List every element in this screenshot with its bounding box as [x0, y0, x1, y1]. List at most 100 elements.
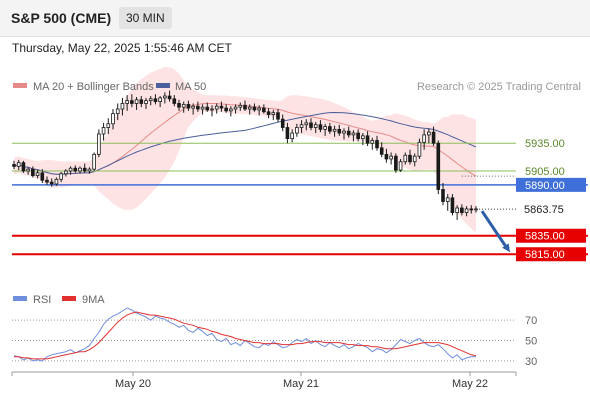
candle-body	[196, 105, 200, 110]
level-label-2: 5890.00	[525, 180, 565, 192]
candle-body	[450, 197, 455, 214]
candle-body	[186, 103, 191, 109]
candle-body	[417, 141, 422, 157]
candle	[219, 101, 224, 112]
candle	[328, 122, 332, 134]
candle	[229, 106, 233, 117]
candle-body	[304, 122, 309, 126]
candle-body	[153, 98, 158, 103]
candle-body	[92, 153, 96, 170]
ma50-line	[13, 111, 477, 175]
candle	[252, 103, 257, 112]
candle	[68, 166, 73, 175]
candle-body	[469, 208, 474, 211]
chart-header: S&P 500 (CME) 30 MIN	[0, 0, 590, 37]
candle-body	[398, 161, 403, 171]
candle	[181, 101, 186, 113]
candle-body	[97, 133, 101, 155]
candle	[82, 163, 87, 173]
candle-body	[120, 103, 125, 110]
candle	[450, 194, 455, 216]
candle-body	[130, 100, 134, 104]
candle	[403, 152, 408, 165]
candle	[460, 204, 464, 216]
candle-body	[68, 167, 73, 172]
rsi-tick-label: 50	[525, 336, 537, 348]
candle-body	[233, 106, 238, 110]
rsi-line	[13, 307, 476, 362]
candle-body	[337, 128, 342, 134]
candle	[365, 131, 370, 147]
candle-body	[26, 168, 30, 172]
candle	[276, 109, 280, 122]
candle-body	[247, 106, 252, 110]
candle	[35, 170, 40, 179]
candle	[262, 104, 266, 114]
candle	[412, 153, 417, 167]
candle	[191, 103, 195, 115]
candle-body	[73, 167, 78, 172]
candle	[97, 129, 101, 158]
candle	[436, 140, 441, 195]
candle-body	[31, 168, 35, 177]
rsi-ma-legend-swatch	[62, 296, 76, 301]
candle-body	[342, 130, 346, 134]
candle-body	[21, 162, 26, 172]
bollinger-band	[14, 67, 476, 233]
candle	[92, 152, 96, 171]
candle-body	[257, 107, 261, 111]
candle-body	[163, 95, 167, 99]
level-tag-2	[516, 177, 586, 192]
candle	[177, 99, 181, 111]
candle-body	[229, 108, 233, 112]
candle-body	[106, 123, 111, 128]
candle	[464, 206, 469, 217]
candle	[139, 96, 144, 108]
candle	[370, 137, 375, 150]
candle-body	[111, 113, 115, 125]
candle	[45, 176, 49, 185]
candle-body	[78, 167, 82, 172]
candle	[224, 104, 228, 113]
candle	[299, 120, 304, 134]
candle	[153, 94, 158, 105]
candle	[309, 118, 313, 131]
candle	[144, 97, 148, 110]
candle	[379, 142, 384, 158]
candle-body	[243, 104, 247, 110]
candle	[469, 205, 474, 214]
last-price-label: 5863.75	[524, 204, 564, 216]
projection-arrow-head	[502, 243, 510, 253]
candle	[78, 166, 82, 174]
candle	[408, 149, 412, 165]
candle	[120, 97, 125, 116]
level-label-0: 5935.00	[525, 138, 565, 150]
candle	[356, 129, 360, 142]
x-tick-label: May 21	[283, 378, 319, 390]
candle	[332, 125, 337, 137]
candle	[87, 167, 92, 174]
candle	[346, 126, 351, 138]
ma50-legend-swatch	[156, 83, 170, 88]
candle	[31, 166, 35, 178]
ma20-legend-label: MA 20 + Bollinger Bands	[33, 81, 154, 93]
candle-body	[144, 100, 148, 104]
candle	[318, 120, 323, 133]
rsi-plot: 70 50 30 May 20 May 21 May 22	[11, 307, 537, 390]
candle	[474, 206, 478, 213]
candle-body	[276, 112, 280, 120]
candle	[210, 105, 214, 117]
candle-body	[219, 105, 224, 109]
candle	[257, 105, 261, 116]
candle-body	[49, 181, 54, 185]
candle	[361, 133, 365, 146]
candle	[200, 104, 205, 115]
instrument-title: S&P 500 (CME)	[11, 10, 112, 26]
candle	[167, 90, 172, 102]
candle	[73, 165, 78, 173]
candle	[130, 94, 134, 108]
candle-body	[167, 95, 172, 100]
timeframe-button[interactable]: 30 MIN	[119, 7, 172, 29]
candle	[342, 128, 346, 140]
